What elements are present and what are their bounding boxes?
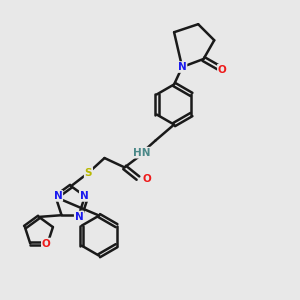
Text: N: N — [80, 191, 88, 201]
Text: HN: HN — [133, 148, 151, 158]
Text: O: O — [218, 65, 226, 75]
Text: N: N — [75, 212, 83, 221]
Text: O: O — [42, 238, 51, 249]
Text: N: N — [53, 191, 62, 201]
Text: O: O — [142, 174, 151, 184]
Text: N: N — [178, 62, 187, 72]
Text: S: S — [85, 168, 92, 178]
